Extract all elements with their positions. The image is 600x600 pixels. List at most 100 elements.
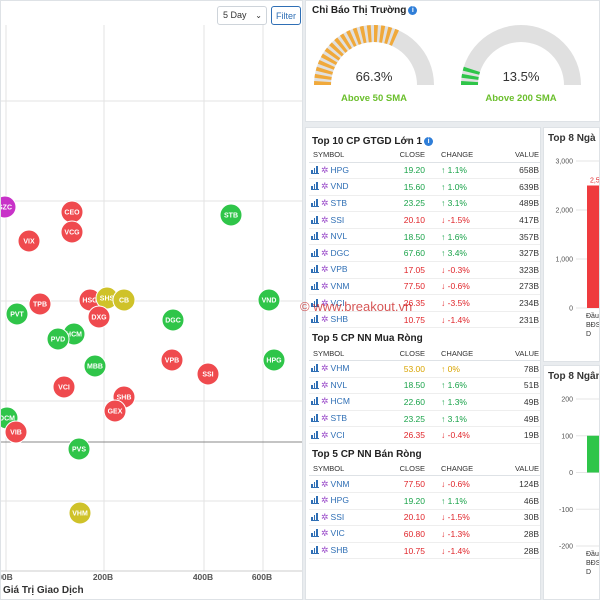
symbol-link[interactable]: NVL [330, 231, 348, 242]
symbol-link[interactable]: VPB [330, 264, 348, 275]
bubble-circle[interactable] [67, 437, 91, 461]
gear-icon[interactable]: ✲ [321, 247, 329, 258]
gear-icon[interactable]: ✲ [321, 181, 329, 192]
symbol-link[interactable]: SSI [330, 214, 345, 225]
symbol-link[interactable]: STB [330, 413, 348, 424]
table-row[interactable]: ✲ STB 23.25 ↑ 3.1% 489B [309, 195, 540, 213]
bubble-circle[interactable] [196, 362, 220, 386]
symbol-link[interactable]: VCI [330, 429, 345, 440]
chart-icon[interactable] [311, 232, 319, 241]
chart-icon[interactable] [311, 248, 319, 257]
symbol-link[interactable]: SHB [330, 314, 349, 325]
bubble-circle[interactable] [112, 288, 136, 312]
symbol-cell[interactable]: ✲ DGC [309, 244, 383, 263]
gear-icon[interactable]: ✲ [321, 197, 329, 208]
bubble-circle[interactable] [68, 501, 92, 525]
bubble-hpg[interactable]: HPG [262, 348, 286, 372]
gear-icon[interactable]: ✲ [321, 495, 329, 506]
gear-icon[interactable]: ✲ [321, 280, 329, 291]
symbol-cell[interactable]: ✲ VHM [309, 360, 383, 378]
chart-icon[interactable] [311, 380, 319, 389]
bubble-szc[interactable]: SZC [1, 195, 17, 219]
chart-icon[interactable] [311, 315, 319, 324]
chart-icon[interactable] [311, 182, 319, 191]
symbol-link[interactable]: HCM [330, 396, 350, 407]
bubble-pvt[interactable]: PVT [5, 302, 29, 326]
chart-icon[interactable] [311, 281, 319, 290]
bubble-vcg[interactable]: VCG [60, 220, 84, 244]
gear-icon[interactable]: ✲ [321, 396, 329, 407]
table-row[interactable]: ✲ VNM 77.50 ↓ -0.6% 273B [309, 278, 540, 296]
chart-icon[interactable] [311, 430, 319, 439]
bubble-circle[interactable] [17, 229, 41, 253]
bubble-pvd[interactable]: PVD [46, 327, 70, 351]
table-row[interactable]: ✲ SHB 10.75 ↓ -1.4% 28B [309, 542, 540, 560]
symbol-link[interactable]: DGC [330, 247, 350, 258]
bubble-dgc[interactable]: DGC [161, 308, 185, 332]
bubble-circle[interactable] [103, 399, 127, 423]
bubble-circle[interactable] [161, 308, 185, 332]
period-select[interactable]: 5 Day ⌄ [217, 6, 267, 25]
symbol-cell[interactable]: ✲ SHB [309, 542, 383, 560]
bubble-gex[interactable]: GEX [103, 399, 127, 423]
chart-icon[interactable] [311, 414, 319, 423]
bubble-circle[interactable] [52, 375, 76, 399]
bubble-cb[interactable]: CB [112, 288, 136, 312]
bubble-circle[interactable] [4, 420, 28, 444]
gear-icon[interactable]: ✲ [321, 264, 329, 275]
gear-icon[interactable]: ✲ [321, 379, 329, 390]
bubble-circle[interactable] [160, 348, 184, 372]
symbol-cell[interactable]: ✲ NVL [309, 228, 383, 246]
gear-icon[interactable]: ✲ [321, 363, 329, 374]
table-row[interactable]: ✲ NVL 18.50 ↑ 1.6% 51B [309, 377, 540, 395]
table-row[interactable]: ✲ HCM 22.60 ↑ 1.3% 49B [309, 393, 540, 411]
bubble-vnd[interactable]: VND [257, 288, 281, 312]
sector-bar[interactable] [587, 185, 600, 309]
bubble-vib[interactable]: VIB [4, 420, 28, 444]
bubble-ceo[interactable]: CEO [60, 200, 84, 224]
chart-icon[interactable] [311, 165, 319, 174]
table-row[interactable]: ✲ DGC 67.60 ↑ 3.4% 327B [309, 244, 540, 263]
chart-icon[interactable] [311, 529, 319, 538]
gear-icon[interactable]: ✲ [321, 528, 329, 539]
chart-icon[interactable] [311, 546, 319, 555]
symbol-cell[interactable]: ✲ HPG [309, 492, 383, 510]
gear-icon[interactable]: ✲ [321, 413, 329, 424]
symbol-cell[interactable]: ✲ SHB [309, 311, 383, 329]
gear-icon[interactable]: ✲ [321, 545, 329, 556]
bubble-vpb[interactable]: VPB [160, 348, 184, 372]
gear-icon[interactable]: ✲ [321, 164, 329, 175]
symbol-cell[interactable]: ✲ SSI [309, 211, 383, 229]
table-row[interactable]: ✲ VIC 60.80 ↓ -1.3% 28B [309, 525, 540, 543]
info-icon[interactable]: i [408, 6, 418, 15]
symbol-link[interactable]: STB [330, 197, 348, 208]
bubble-mbb[interactable]: MBB [83, 354, 107, 378]
chart-icon[interactable] [311, 298, 319, 307]
symbol-link[interactable]: VIC [330, 528, 345, 539]
gear-icon[interactable]: ✲ [321, 297, 329, 308]
chart-icon[interactable] [311, 397, 319, 406]
symbol-link[interactable]: VNM [330, 280, 350, 291]
bubble-circle[interactable] [83, 354, 107, 378]
symbol-cell[interactable]: ✲ STB [309, 195, 383, 213]
gear-icon[interactable]: ✲ [321, 214, 329, 225]
table-row[interactable]: ✲ VHM 53.00 ↑ 0% 78B [309, 360, 540, 378]
symbol-cell[interactable]: ✲ VIC [309, 525, 383, 543]
gear-icon[interactable]: ✲ [321, 231, 329, 242]
table-row[interactable]: ✲ NVL 18.50 ↑ 1.6% 357B [309, 228, 540, 246]
chart-icon[interactable] [311, 512, 319, 521]
bubble-dxg[interactable]: DXG [87, 305, 111, 329]
symbol-cell[interactable]: ✲ VNM [309, 475, 383, 493]
symbol-cell[interactable]: ✲ VCI [309, 426, 383, 444]
symbol-cell[interactable]: ✲ SSI [309, 509, 383, 527]
gear-icon[interactable]: ✲ [321, 511, 329, 522]
symbol-cell[interactable]: ✲ VPB [309, 261, 383, 279]
table-row[interactable]: ✲ SHB 10.75 ↓ -1.4% 231B [309, 311, 540, 329]
table-row[interactable]: ✲ SSI 20.10 ↓ -1.5% 30B [309, 509, 540, 527]
filter-button[interactable]: Filter [271, 6, 301, 25]
chart-icon[interactable] [311, 479, 319, 488]
bubble-circle[interactable] [219, 203, 243, 227]
chart-icon[interactable] [311, 496, 319, 505]
bubble-circle[interactable] [262, 348, 286, 372]
table-row[interactable]: ✲ SSI 20.10 ↓ -1.5% 417B [309, 211, 540, 229]
